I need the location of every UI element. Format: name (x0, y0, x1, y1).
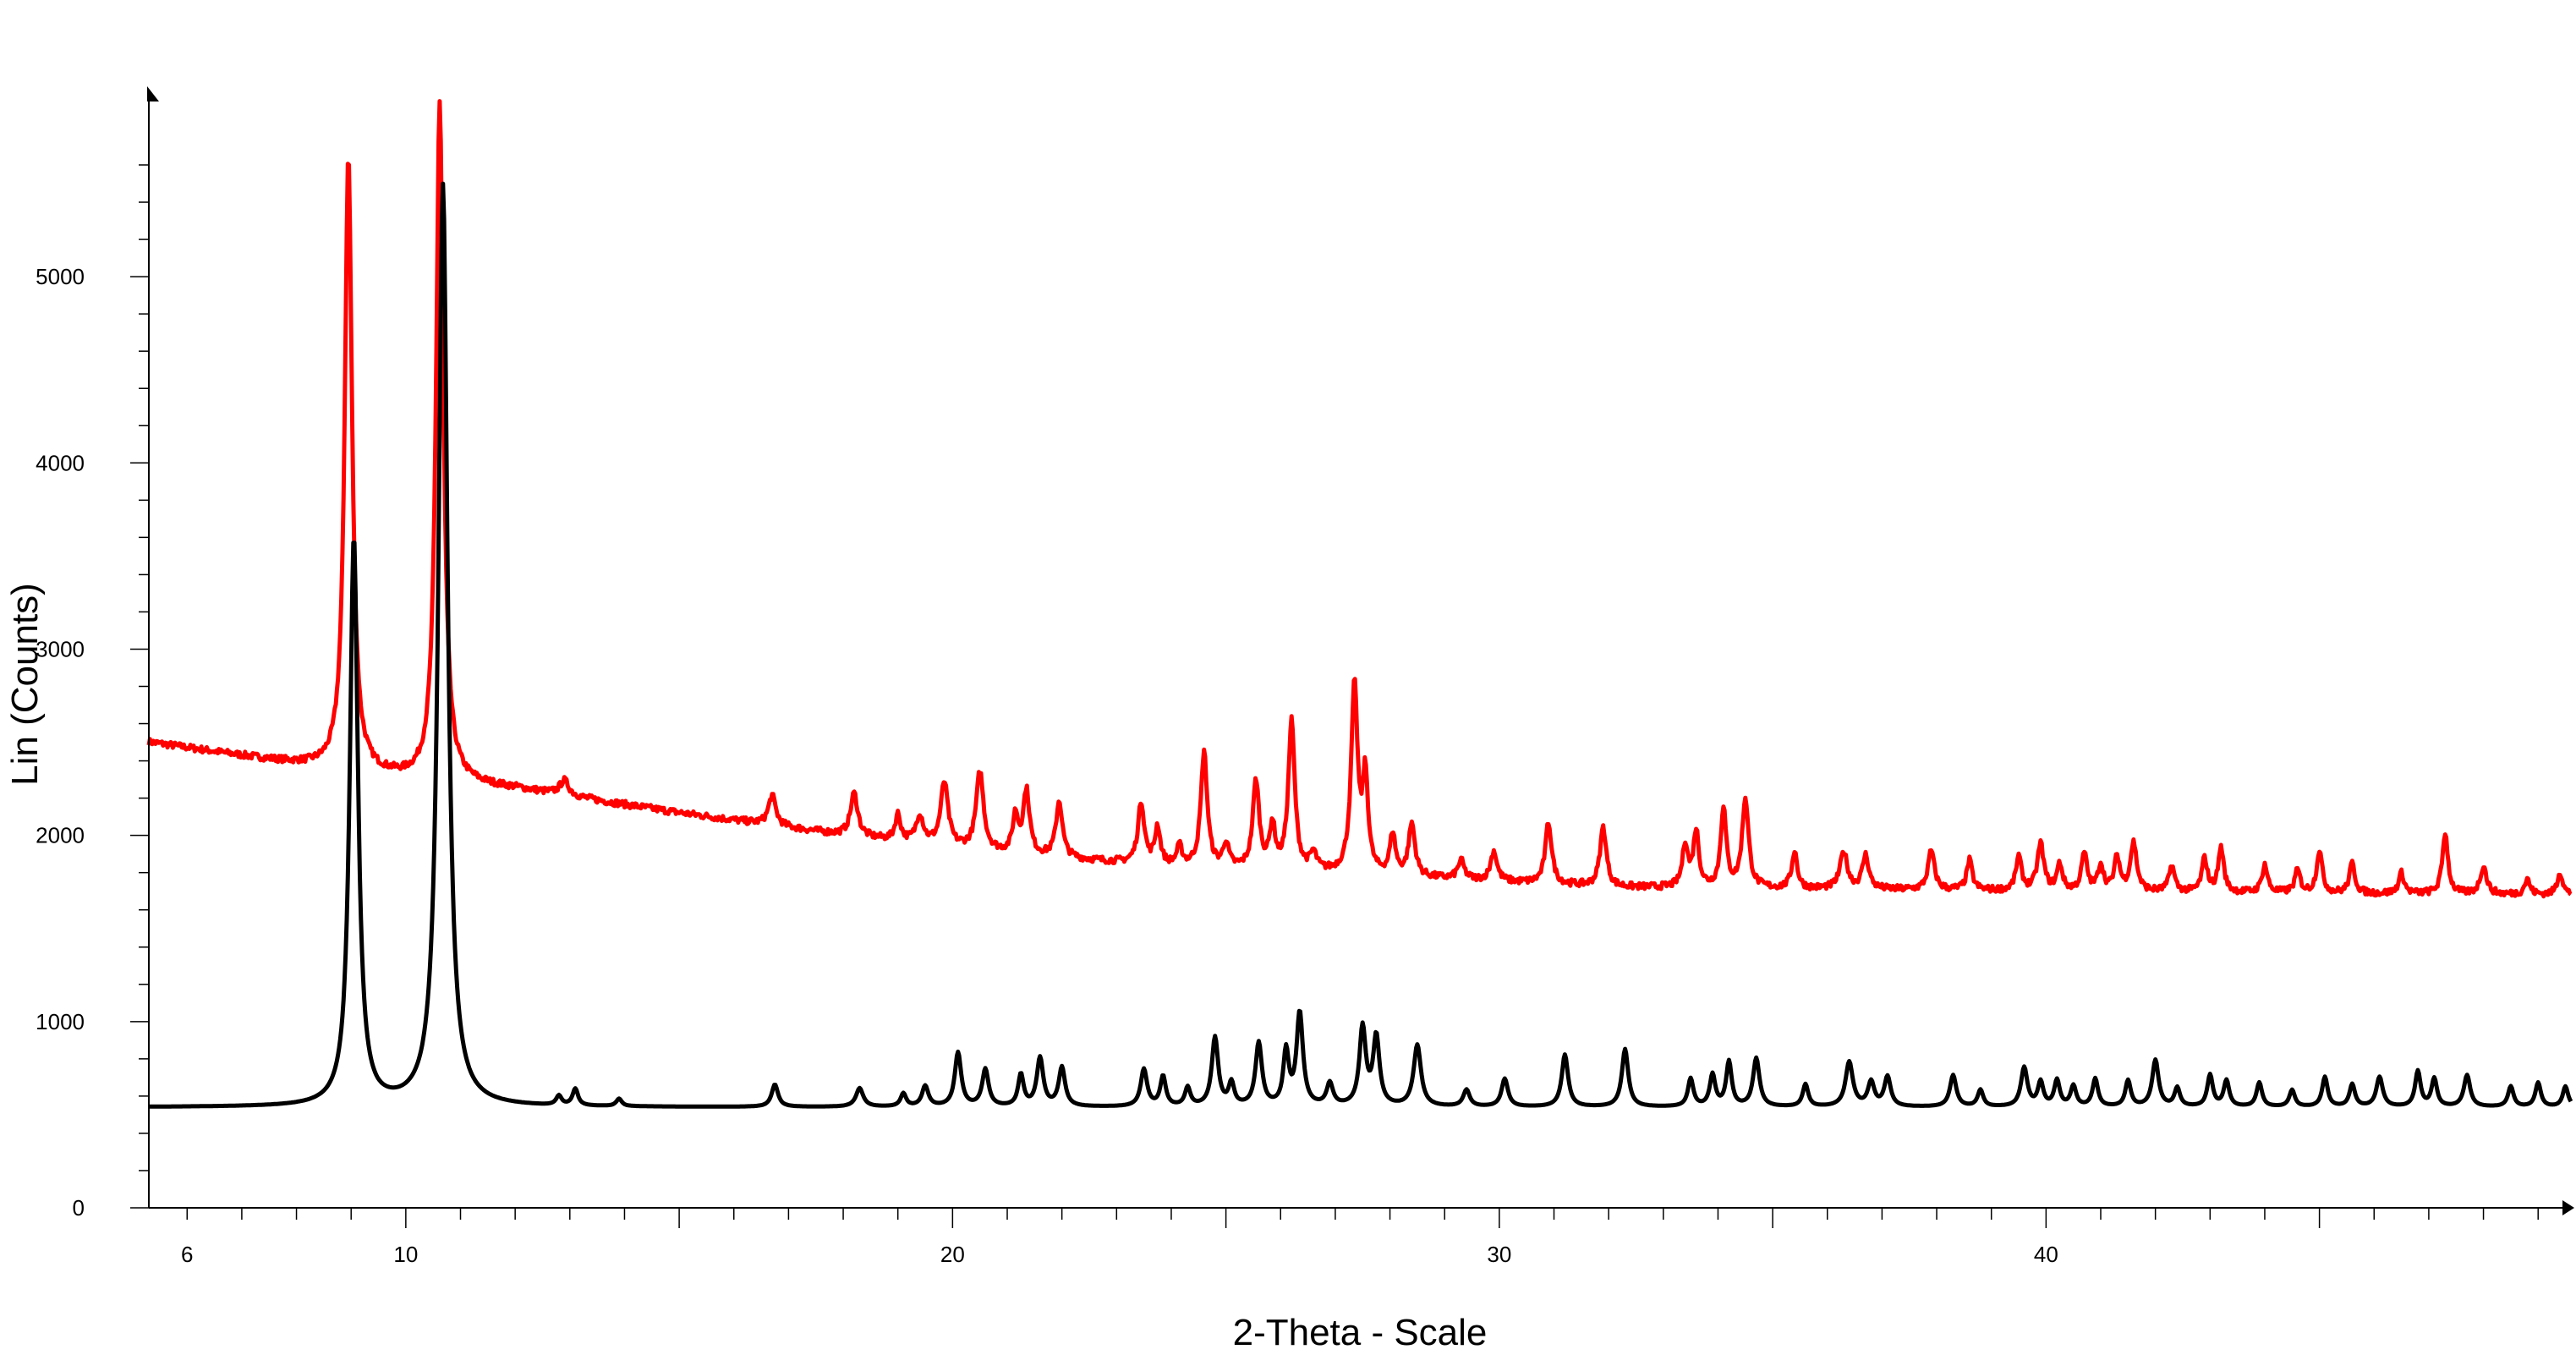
x-axis-title: 2-Theta - Scale (1233, 1312, 1488, 1353)
x-tick-label: 20 (940, 1242, 965, 1267)
y-tick-label: 1000 (36, 1009, 85, 1034)
y-tick-label: 0 (73, 1195, 85, 1221)
x-tick-label: 10 (393, 1242, 418, 1267)
x-tick-label: 6 (181, 1242, 193, 1267)
y-tick-label: 2000 (36, 823, 85, 848)
y-axis-arrow (147, 86, 159, 101)
y-tick-label: 5000 (36, 264, 85, 289)
x-tick-label: 30 (1487, 1242, 1511, 1267)
y-axis-title: Lin (Counts) (4, 583, 46, 786)
series-line-2 (147, 181, 2573, 1109)
plot-area (146, 99, 2573, 1109)
series-line-1 (146, 99, 2573, 899)
y-tick-label: 4000 (36, 450, 85, 475)
x-axis-arrow (2562, 1200, 2574, 1215)
y-tick-label: 3000 (36, 636, 85, 661)
axes: 6 10 20 30 40 0 1000 2000 3000 4000 5000 (36, 86, 2574, 1267)
x-tick-label: 40 (2034, 1242, 2058, 1267)
